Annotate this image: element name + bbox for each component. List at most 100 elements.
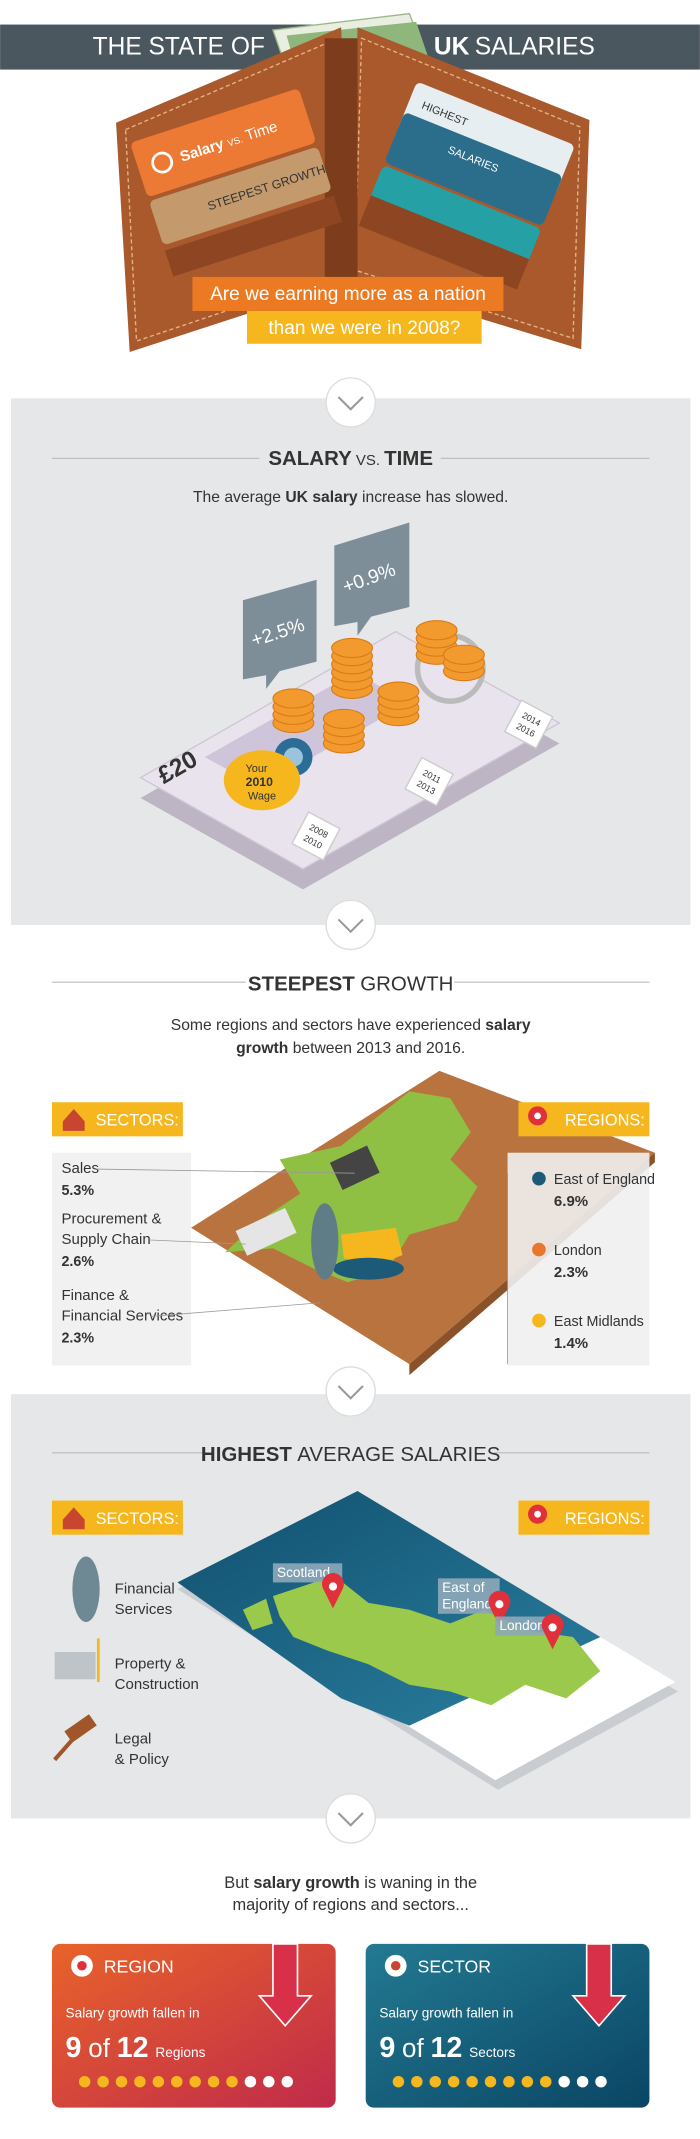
progress-dot: [97, 2075, 109, 2088]
money-illustration: £20 +2.5% +0.9% Your 2010 Wage 200820102…: [139, 522, 561, 890]
progress-dot: [281, 2075, 293, 2088]
label: 2.3%: [61, 1330, 94, 1346]
waning-text: is waning in the: [360, 1874, 477, 1892]
house-icon: [62, 1507, 85, 1530]
progress-dot: [540, 2075, 552, 2088]
progress-dot: [134, 2075, 146, 2088]
label: REGIONS:: [565, 1111, 645, 1129]
label: London: [554, 1243, 602, 1259]
label: SECTOR: [418, 1957, 492, 1977]
leader-line: [95, 1168, 355, 1174]
label: Salary growth fallen in: [379, 2006, 513, 2021]
subtitle: salary: [485, 1017, 531, 1034]
text: VS.: [226, 134, 244, 149]
uk-shape: [272, 1575, 601, 1706]
unit: Regions: [155, 2045, 205, 2060]
gherkin: [311, 1203, 339, 1280]
coin: [272, 688, 315, 709]
right-cards: HIGHEST SALARIES: [358, 83, 574, 290]
count: 9: [379, 2032, 395, 2064]
label: 2.3%: [554, 1264, 588, 1281]
coin: [442, 644, 485, 665]
building-icon: [54, 1651, 96, 1680]
map-label-box: [437, 1578, 500, 1614]
subtitle: between 2013 and 2016.: [288, 1040, 465, 1057]
question: Are we earning more as a nation: [210, 284, 486, 305]
chevron: [337, 396, 364, 411]
label: & Policy: [115, 1751, 170, 1768]
label: Procurement &: [61, 1211, 161, 1228]
text: STEEPEST GROWTH: [248, 972, 453, 995]
section-title: STEEPEST: [248, 972, 355, 995]
map-pin-dot: [328, 1582, 338, 1591]
question-box: [247, 311, 482, 344]
label: Legal: [115, 1730, 152, 1747]
label: East Midlands: [554, 1314, 644, 1330]
label: Financial: [115, 1580, 175, 1597]
gherkin-icon: [72, 1556, 100, 1622]
wage-text: Wage: [248, 790, 276, 802]
progress-dot: [484, 2075, 497, 2088]
subtitle: increase has slowed.: [358, 489, 509, 506]
pocket: [358, 195, 530, 290]
label: London: [499, 1618, 544, 1633]
progress-dot: [392, 2075, 405, 2088]
waning-text: But: [224, 1874, 253, 1892]
text: But salary growth is waning in the: [224, 1874, 477, 1892]
text: UK SALARIES: [434, 34, 595, 61]
steepest-growth-lists: SECTORS: REGIONS: Sales 5.3% Procurement & Su…: [51, 1102, 655, 1366]
chevron-circle: [325, 377, 376, 428]
label: Supply Chain: [61, 1231, 150, 1248]
text: Some regions and sectors have experience…: [171, 1017, 531, 1034]
card: [385, 113, 562, 225]
gavel-icon: [64, 1714, 97, 1743]
left-cards: SalaryVS.Time STEEPEST GROWTH: [131, 89, 343, 277]
region-dot: [532, 1313, 546, 1328]
of: of: [88, 2035, 110, 2063]
card: [150, 147, 331, 244]
section-title: SALARY: [268, 447, 352, 470]
card-icon-dot: [77, 1960, 87, 1971]
card-count: 9 of 12 Regions: [66, 2032, 206, 2064]
label: Sales: [61, 1160, 99, 1177]
wallet-fold: [324, 38, 358, 287]
down-arrow: [257, 1943, 313, 2028]
wage-text: Your: [246, 763, 268, 775]
total: 12: [431, 2032, 463, 2064]
progress-dot: [503, 2075, 515, 2088]
label: East of England: [554, 1172, 655, 1188]
house-icon: [62, 1109, 85, 1131]
count: 9: [66, 2032, 82, 2064]
region-dot: [532, 1242, 546, 1257]
map-pin: [322, 1573, 344, 1609]
gavel-handle: [53, 1735, 77, 1762]
progress-dot: [411, 2075, 423, 2088]
subtitle: Some regions and sectors have experience…: [171, 1017, 486, 1034]
waning-text: majority of regions and sectors...: [232, 1896, 468, 1914]
till: [329, 1145, 380, 1190]
progress-dot: [263, 2075, 275, 2088]
section-title: AVERAGE SALARIES: [297, 1443, 500, 1466]
subtitle: UK salary: [285, 489, 358, 506]
card: [365, 1943, 650, 2108]
card: [131, 89, 315, 196]
region-shape: [332, 1257, 404, 1280]
label-box: [242, 579, 317, 689]
map-label-box: [495, 1616, 550, 1636]
chevron: [337, 1812, 364, 1827]
chevron-circle: [325, 1366, 376, 1417]
label-box: [334, 522, 410, 636]
header: SalaryVS.Time STEEPEST GROWTH HIGHEST SA…: [0, 12, 700, 352]
stitch: [124, 37, 349, 342]
label: 2.6%: [61, 1254, 94, 1270]
label: Construction: [115, 1676, 199, 1693]
leader-line: [150, 1239, 246, 1245]
of: of: [402, 2035, 424, 2063]
label: SECTORS:: [96, 1111, 179, 1129]
progress-dot: [152, 2075, 165, 2088]
pin-dot: [534, 1510, 541, 1518]
progress-dot: [521, 2075, 534, 2088]
